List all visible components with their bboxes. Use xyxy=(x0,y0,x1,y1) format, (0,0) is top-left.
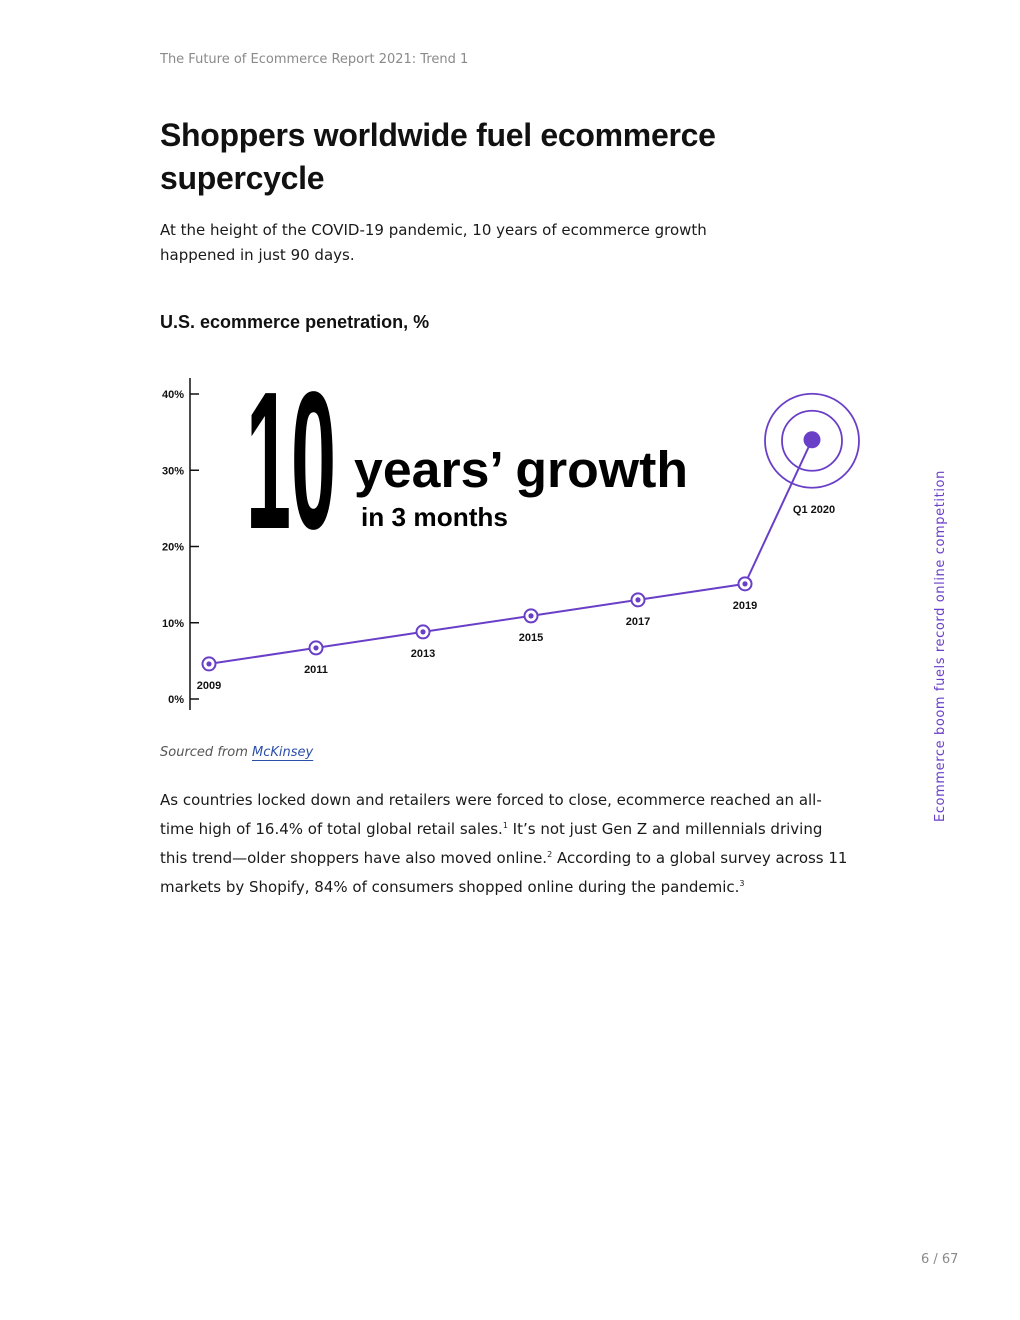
x-point-label: 2013 xyxy=(411,648,435,660)
y-tick-label: 30% xyxy=(162,465,184,477)
data-point-center xyxy=(206,661,212,667)
x-point-label: 2009 xyxy=(197,680,221,692)
chart-title: U.S. ecommerce penetration, % xyxy=(160,312,430,332)
page-number: 6 / 67 xyxy=(921,1252,959,1267)
data-point-center xyxy=(313,645,319,651)
running-header: The Future of Ecommerce Report 2021: Tre… xyxy=(160,52,469,67)
footnote-ref-2[interactable]: 2 xyxy=(547,850,553,859)
y-tick-label: 40% xyxy=(162,389,184,401)
x-point-label: 2011 xyxy=(304,664,328,676)
data-point-center xyxy=(420,629,426,635)
y-tick-label: 10% xyxy=(162,618,184,630)
x-point-label: 2019 xyxy=(733,600,757,612)
y-axis: 0% 10% 20% 30% 40% xyxy=(162,378,199,710)
annotation-headline: years’ growth xyxy=(354,441,688,498)
body-sentence-1: As countries locked down and retailers w… xyxy=(160,791,822,838)
series-line: 2009 2011 2013 2015 2017 2019 Q1 2020 xyxy=(197,392,860,692)
body-paragraph: As countries locked down and retailers w… xyxy=(160,788,850,900)
data-point-center xyxy=(528,613,534,619)
x-point-label: 2017 xyxy=(626,616,650,628)
y-tick-label: 0% xyxy=(168,694,184,706)
body-sentence-3: According to a global survey across 11 m… xyxy=(160,849,848,896)
highlight-ring-outer xyxy=(764,392,860,489)
data-point-center xyxy=(742,581,748,587)
annotation-big-number: 10 xyxy=(246,370,336,570)
x-point-label: Q1 2020 xyxy=(793,504,835,516)
section-side-label: Ecommerce boom fuels record online compe… xyxy=(933,470,948,822)
annotation-subline: in 3 months xyxy=(361,502,508,532)
x-point-label: 2015 xyxy=(519,632,543,644)
source-prefix: Sourced from xyxy=(160,745,248,760)
highlight-ring-inner xyxy=(781,409,843,472)
source-note: Sourced from McKinsey xyxy=(160,745,313,760)
source-link-mckinsey[interactable]: McKinsey xyxy=(252,745,314,760)
data-point-center xyxy=(635,597,641,603)
data-point xyxy=(803,431,821,449)
footnote-ref-3[interactable]: 3 xyxy=(739,879,745,888)
penetration-line-chart: 0% 10% 20% 30% 40% 10 years’ growth in 3 mon… xyxy=(162,370,860,710)
footnote-ref-1[interactable]: 1 xyxy=(502,821,508,830)
body-sentence-2: It’s not just Gen Z and millennials driv… xyxy=(160,820,823,867)
intro-paragraph: At the height of the COVID-19 pandemic, … xyxy=(160,221,707,264)
page-title: Shoppers worldwide fuel ecommerce superc… xyxy=(160,117,716,196)
y-tick-label: 20% xyxy=(162,542,184,554)
